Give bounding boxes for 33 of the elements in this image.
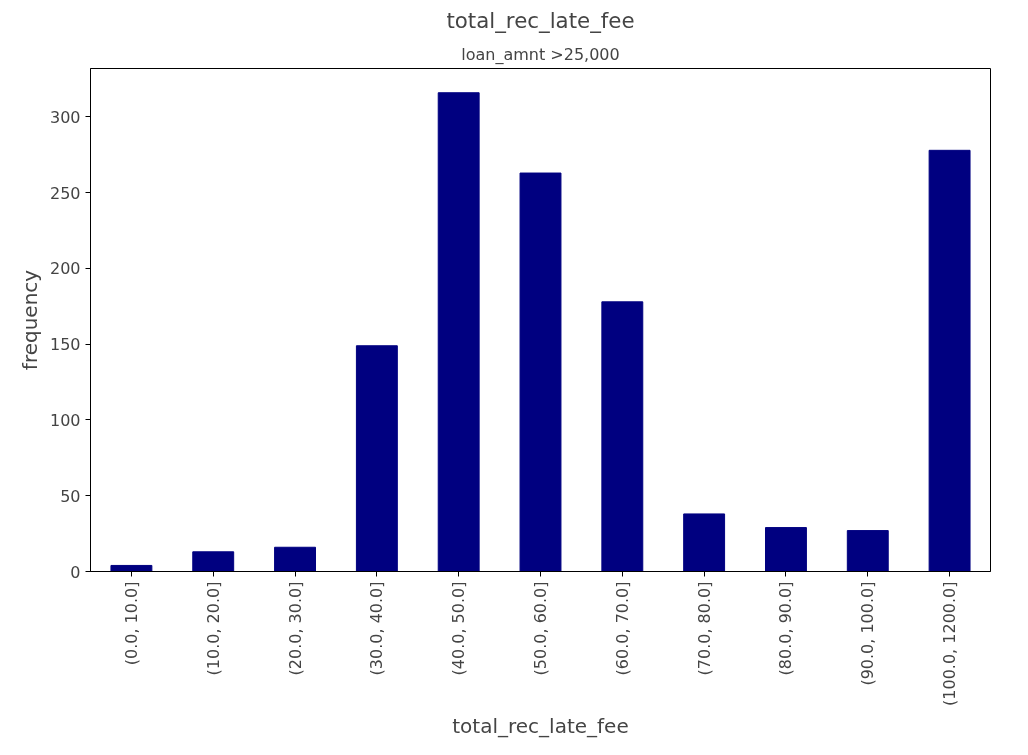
bar <box>274 546 316 572</box>
y-tick-label: 50 <box>60 486 81 506</box>
y-tick-label: 0 <box>70 562 81 582</box>
y-axis-title: frequency <box>17 269 42 371</box>
x-tick-label: (20.0, 30.0] <box>285 581 305 676</box>
x-tick-label: (90.0, 100.0] <box>858 581 878 686</box>
bar <box>601 301 644 572</box>
x-tick-label: (80.0, 90.0] <box>776 581 796 676</box>
y-tick-label: 150 <box>49 335 81 355</box>
bar <box>192 551 235 572</box>
x-tick-label: (30.0, 40.0] <box>367 581 387 676</box>
x-tick-label: (60.0, 70.0] <box>612 581 632 676</box>
x-axis-title: total_rec_late_fee <box>452 713 629 738</box>
bar <box>765 527 807 572</box>
y-tick-label: 300 <box>49 107 81 127</box>
chart-title: total_rec_late_fee <box>446 7 635 33</box>
chart-subtitle: loan_amnt >25,000 <box>461 44 620 65</box>
x-tick-label: (50.0, 60.0] <box>531 581 550 676</box>
x-tick-label: (10.0, 20.0] <box>203 581 223 676</box>
bar <box>355 345 398 572</box>
x-tick-label: (70.0, 80.0] <box>694 581 714 676</box>
y-tick-label: 200 <box>49 259 81 279</box>
bar <box>519 172 562 572</box>
bar <box>683 513 726 572</box>
bar <box>110 564 153 572</box>
x-tick-label: (100.0, 1200.0] <box>940 581 960 706</box>
bar <box>846 530 889 572</box>
y-tick-label: 100 <box>49 410 81 430</box>
y-tick-label: 250 <box>49 183 81 203</box>
x-tick-label: (40.0, 50.0] <box>449 581 469 676</box>
x-tick-label: (0.0, 10.0] <box>121 581 141 666</box>
bar <box>928 149 971 572</box>
bar <box>437 92 480 572</box>
